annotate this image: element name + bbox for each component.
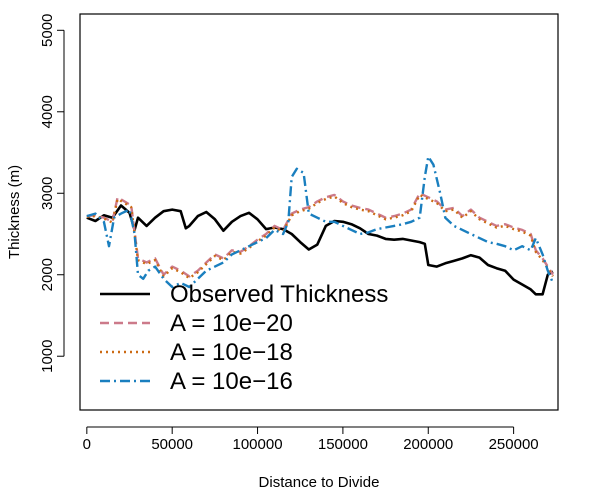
y-axis: 1000 2000 3000 4000 5000 xyxy=(39,14,65,373)
x-tick-label: 100000 xyxy=(233,436,283,453)
y-axis-label: Thickness (m) xyxy=(6,165,23,259)
x-axis-label: Distance to Divide xyxy=(259,474,380,491)
legend-label-2: A = 10e−18 xyxy=(170,339,293,366)
x-tick-label: 50000 xyxy=(151,436,193,453)
y-tick-label: 3000 xyxy=(39,177,56,210)
x-tick-label: 0 xyxy=(83,436,91,453)
y-tick-label: 4000 xyxy=(39,95,56,128)
series-line-3 xyxy=(86,155,555,289)
y-tick-label: 5000 xyxy=(39,14,56,47)
y-tick-label: 2000 xyxy=(39,258,56,291)
y-tick-label: 1000 xyxy=(39,340,56,373)
plot-frame xyxy=(79,13,559,411)
x-axis: 0 50000 100000 150000 200000 250000 xyxy=(83,426,539,453)
x-tick-label: 200000 xyxy=(403,436,453,453)
series-layer xyxy=(86,155,555,296)
legend-label-1: A = 10e−20 xyxy=(170,310,293,337)
legend-label-0: Observed Thickness xyxy=(170,281,388,308)
series-line-1 xyxy=(86,192,554,278)
x-tick-label: 150000 xyxy=(318,436,368,453)
x-tick-label: 250000 xyxy=(489,436,539,453)
legend-label-3: A = 10e−16 xyxy=(170,368,293,395)
series-line-0 xyxy=(86,204,554,296)
